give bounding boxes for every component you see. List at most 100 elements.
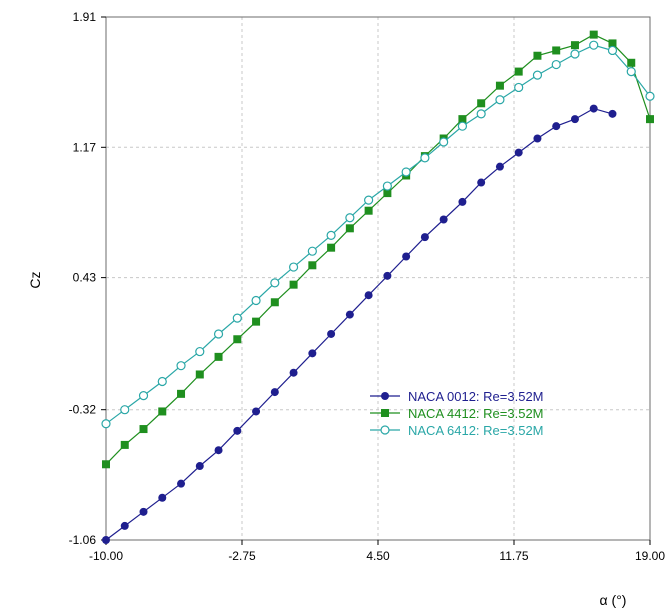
data-point	[195, 462, 204, 471]
data-point	[608, 39, 617, 48]
data-point	[120, 440, 129, 449]
data-point	[308, 261, 317, 270]
data-point	[477, 99, 486, 108]
y-tick-label: 0.43	[73, 271, 97, 285]
legend-marker	[381, 392, 389, 400]
data-point	[214, 352, 223, 361]
y-tick-label: -1.06	[69, 533, 97, 547]
data-point	[646, 115, 654, 124]
y-tick-label: -0.32	[69, 403, 97, 417]
grid-lines	[106, 17, 650, 540]
data-point	[570, 115, 579, 124]
data-point	[420, 153, 430, 163]
data-point	[176, 361, 186, 371]
data-point	[627, 58, 636, 67]
data-point	[139, 425, 148, 434]
data-point	[607, 45, 618, 56]
legend-marker	[380, 425, 390, 435]
data-point	[514, 67, 523, 76]
data-point	[139, 507, 148, 516]
series-naca-6412	[101, 40, 655, 429]
data-point	[383, 189, 392, 198]
data-point	[120, 521, 129, 530]
data-point	[439, 137, 449, 147]
data-point	[195, 370, 204, 379]
data-point	[382, 181, 392, 191]
data-point	[477, 178, 486, 187]
data-point	[232, 313, 242, 323]
data-point	[345, 310, 354, 319]
data-point	[364, 291, 373, 300]
series-line	[105, 107, 613, 541]
data-point	[645, 91, 655, 101]
data-point	[495, 162, 504, 171]
data-point	[326, 230, 336, 240]
data-point	[270, 388, 279, 397]
data-point	[570, 49, 580, 59]
x-tick-label: -2.75	[228, 549, 256, 563]
x-tick-label: 19.00	[635, 549, 665, 563]
data-point	[157, 376, 167, 387]
data-point	[251, 295, 261, 306]
data-point	[364, 195, 374, 205]
x-tick-label: 4.50	[366, 549, 390, 563]
data-point	[158, 493, 167, 502]
data-point	[252, 407, 261, 416]
data-point	[345, 213, 355, 223]
data-point	[158, 407, 167, 416]
data-point	[495, 81, 504, 90]
data-point	[327, 329, 336, 338]
legend: NACA 0012: Re=3.52M NACA 4412: Re=3.52M NA…	[370, 389, 544, 438]
data-point	[120, 405, 130, 415]
data-point	[589, 40, 599, 50]
data-point	[270, 298, 279, 307]
data-point	[308, 349, 317, 358]
data-point	[533, 51, 542, 60]
series-naca-0012	[102, 104, 617, 544]
data-point	[626, 66, 636, 77]
data-point	[327, 243, 336, 252]
legend-label: NACA 0012: Re=3.52M	[408, 389, 544, 404]
data-point	[570, 41, 579, 50]
data-point	[514, 148, 523, 157]
data-point	[138, 391, 149, 401]
y-tick-label: 1.17	[73, 140, 97, 154]
data-point	[177, 389, 186, 398]
x-tick-label: -10.00	[89, 549, 123, 563]
data-point	[439, 215, 448, 224]
data-point	[288, 262, 299, 272]
data-point	[289, 368, 298, 377]
y-tick-label: 1.91	[73, 10, 97, 24]
data-point	[233, 335, 242, 344]
data-point	[102, 536, 110, 544]
data-point	[514, 82, 524, 93]
legend-marker	[381, 409, 389, 417]
data-point	[608, 109, 617, 118]
data-point	[307, 246, 317, 256]
data-point	[458, 197, 467, 206]
data-point	[383, 271, 392, 280]
data-point	[552, 46, 561, 55]
data-point	[214, 446, 223, 455]
data-point	[195, 346, 205, 357]
data-point	[495, 95, 505, 105]
data-point	[289, 280, 298, 289]
x-axis-label: α (°)	[600, 592, 627, 608]
data-point	[102, 460, 110, 469]
data-point	[589, 104, 598, 113]
data-point	[402, 252, 411, 261]
x-tick-label: 11.75	[499, 549, 528, 563]
data-point	[252, 317, 261, 326]
data-point	[233, 426, 242, 435]
series-group	[101, 30, 655, 544]
data-point	[476, 109, 486, 119]
legend-label: NACA 4412: Re=3.52M	[408, 406, 544, 421]
data-point	[101, 419, 111, 429]
legend-label: NACA 6412: Re=3.52M	[408, 423, 544, 438]
axis-ticks: -10.00 -2.75 4.50 11.75 19.00 1.91 1.17 0.43 -0.…	[69, 10, 666, 563]
data-point	[345, 224, 354, 233]
data-point	[457, 121, 468, 131]
data-point	[533, 134, 542, 143]
data-point	[364, 206, 373, 215]
